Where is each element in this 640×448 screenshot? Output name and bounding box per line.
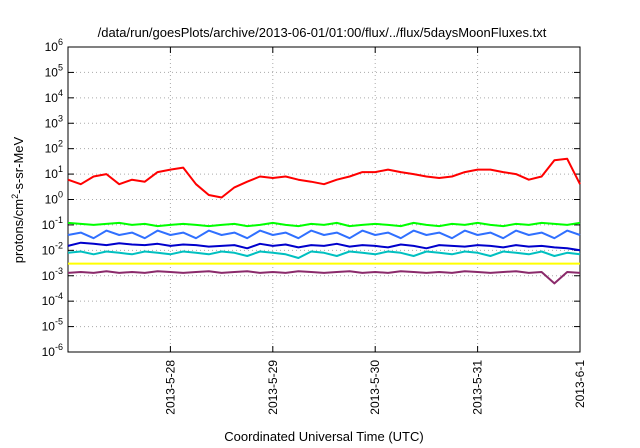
y-tick-label: 10-1: [42, 215, 63, 232]
series-line: [67, 270, 581, 285]
series-line: [67, 221, 581, 228]
x-tick-label: 2013-6-1: [573, 360, 587, 408]
series-line: [67, 157, 581, 199]
y-tick-label: 105: [45, 62, 63, 79]
y-tick-label: 10-4: [42, 291, 63, 308]
y-axis-label-rest: -s-sr-MeV: [11, 136, 26, 193]
y-axis-label: protons/cm2-s-sr-MeV: [10, 136, 26, 263]
y-tick-label: 10-3: [42, 266, 63, 283]
y-tick-label: 102: [45, 139, 63, 156]
grid: [68, 46, 581, 353]
series-line: [67, 229, 581, 240]
y-axis-label-sup: 2: [10, 194, 20, 199]
y-tick-label: 104: [45, 88, 63, 105]
x-tick-label: 2013-5-28: [163, 360, 177, 415]
y-tick-label: 101: [45, 164, 63, 181]
x-tick-label: 2013-5-31: [471, 360, 485, 415]
x-axis-label: Coordinated Universal Time (UTC): [224, 429, 423, 444]
y-axis-ticks: 10-6 10-5 10-4 10-3 10-2 10-1 100 101 102 103 104 1…: [42, 37, 580, 359]
x-axis-ticks: 2013-5-28 2013-5-29 2013-5-30 2013-5-31 2013…: [163, 47, 587, 415]
y-tick-label: 100: [45, 190, 63, 207]
y-tick-label: 10-6: [42, 342, 63, 359]
y-axis-label-main: protons/cm: [11, 199, 26, 263]
chart-title: /data/run/goesPlots/archive/2013-06-01/0…: [98, 25, 547, 40]
series-line: [67, 250, 581, 259]
y-tick-label: 10-5: [42, 317, 63, 334]
series-group: [67, 157, 581, 285]
y-tick-label: 10-2: [42, 240, 63, 257]
x-tick-label: 2013-5-29: [266, 360, 280, 415]
y-tick-label: 103: [45, 113, 63, 130]
y-tick-label: 106: [45, 37, 63, 54]
series-line: [67, 241, 581, 252]
x-tick-label: 2013-5-30: [368, 360, 382, 415]
